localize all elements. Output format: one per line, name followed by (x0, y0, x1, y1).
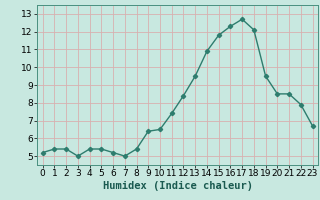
X-axis label: Humidex (Indice chaleur): Humidex (Indice chaleur) (103, 181, 252, 191)
